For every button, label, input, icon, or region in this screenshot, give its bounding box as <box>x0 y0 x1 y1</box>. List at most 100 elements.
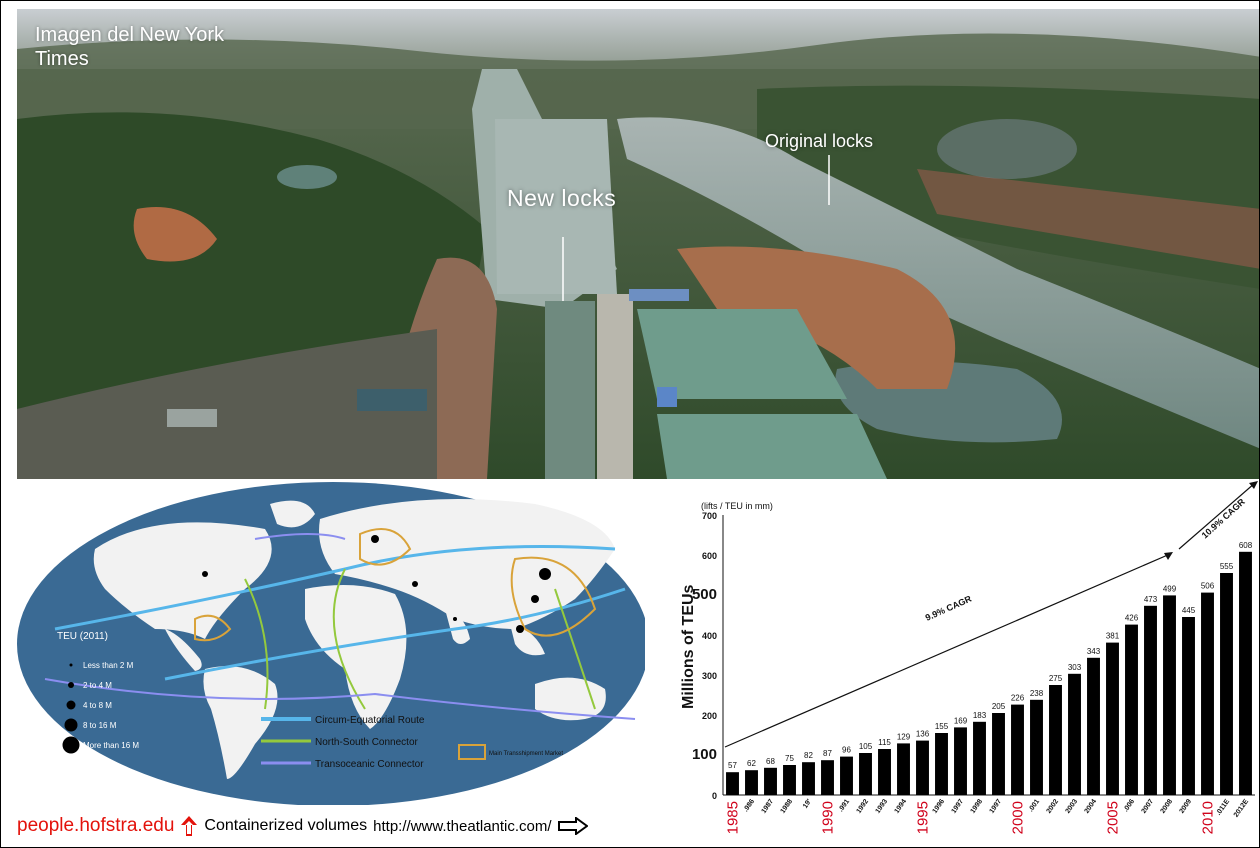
bar-value-label: 129 <box>897 732 911 741</box>
bar <box>802 762 815 795</box>
teu-class-label: 4 to 8 M <box>83 701 112 710</box>
bar <box>916 740 929 795</box>
x-tick-label: .991 <box>838 798 852 813</box>
trend-arrow-1 <box>724 553 1171 748</box>
x-tick-label: 2012E <box>1233 798 1251 819</box>
x-tick-label: 2010 <box>1200 801 1217 834</box>
bar <box>1201 592 1214 795</box>
right-arrow-icon <box>557 817 588 835</box>
original-locks-label: Original locks <box>765 131 874 151</box>
y-tick-label: 0 <box>712 791 717 801</box>
bar <box>1030 699 1043 795</box>
chart-y-axis-title: Millions of TEUs <box>680 584 697 709</box>
shipping-routes-map: TEU (2011) Less than 2 M 2 to 4 M 4 to 8… <box>15 479 649 806</box>
x-tick-label: 1990 <box>820 801 837 834</box>
map-legend-title: TEU (2011) <box>57 631 108 642</box>
bar-value-label: 115 <box>878 738 891 747</box>
bar-value-label: 608 <box>1239 541 1253 550</box>
footer-sources: people.hofstra.edu Containerized volumes… <box>17 809 717 843</box>
x-tick-label: .986 <box>743 798 757 813</box>
bar-value-label: 169 <box>954 716 968 725</box>
bar-value-label: 82 <box>804 751 813 760</box>
photo-credit: Imagen del New York Times <box>35 24 225 70</box>
bar-value-label: 226 <box>1011 694 1025 703</box>
bar <box>1239 551 1252 795</box>
teu-bar-chart: 57 62 68 75 82 87 96 105 115 129 136 155 169 183 205 22… <box>680 481 1258 835</box>
x-tick-label: 2003 <box>1064 798 1079 815</box>
bar <box>1087 657 1100 795</box>
y-tick-label: 500 <box>692 586 717 603</box>
bar-value-label: 87 <box>823 749 832 758</box>
x-tick-label: 1995 <box>915 801 932 834</box>
x-tick-label: 1998 <box>969 798 984 815</box>
bar-value-label: 62 <box>747 759 756 768</box>
bar <box>821 760 834 795</box>
source-atlantic-link[interactable]: http://www.theatlantic.com/ <box>373 817 552 835</box>
bar <box>1106 642 1119 795</box>
bar <box>726 772 739 795</box>
route-label: North-South Connector <box>315 737 419 748</box>
bar-value-label: 499 <box>1163 584 1177 593</box>
bar-value-label: 343 <box>1087 647 1101 656</box>
bar-value-label: 473 <box>1144 595 1158 604</box>
x-tick-label: 1988 <box>779 798 794 815</box>
bar <box>954 727 967 795</box>
source-hofstra-link[interactable]: people.hofstra.edu <box>17 815 175 836</box>
x-tick-label: 1997 <box>988 798 1003 815</box>
bar <box>878 749 891 795</box>
bar <box>1068 673 1081 795</box>
bar-value-label: 155 <box>935 722 949 731</box>
y-tick-label: 200 <box>702 711 717 721</box>
route-label: Circum-Equatorial Route <box>315 715 425 726</box>
chart-bars <box>726 551 1252 795</box>
containerized-volumes-text: Containerized volumes <box>204 817 368 834</box>
y-tick-label: 700 <box>702 511 717 521</box>
x-tick-label: 2002 <box>1045 798 1060 815</box>
trend-arrowhead-1 <box>1164 552 1173 560</box>
teu-volume-chart: 57 62 68 75 82 87 96 105 115 129 136 155 169 183 205 22… <box>673 479 1259 847</box>
x-tick-label: 2009 <box>1178 798 1193 815</box>
bar-value-label: 275 <box>1049 674 1063 683</box>
bar <box>897 743 910 795</box>
x-tick-label: 2000 <box>1010 801 1027 834</box>
trend-label-2: 10.9% CAGR <box>1200 496 1248 540</box>
chart-value-labels: 57 62 68 75 82 87 96 105 115 129 136 155 169 183 205 22… <box>728 541 1253 770</box>
bar <box>1182 617 1195 795</box>
x-tick-label: 1985 <box>725 801 742 834</box>
x-tick-label: 2007 <box>1140 798 1155 815</box>
bar-value-label: 205 <box>992 702 1006 711</box>
x-tick-label: 1996 <box>931 798 946 815</box>
up-arrow-icon <box>181 816 198 836</box>
y-tick-label: 600 <box>702 551 717 561</box>
bar-value-label: 506 <box>1201 582 1215 591</box>
bar <box>783 765 796 795</box>
bar-value-label: 381 <box>1106 632 1120 641</box>
bar-value-label: 445 <box>1182 606 1196 615</box>
chart-y-ticks: 0 100 200 300 400 500 600 700 <box>692 511 717 801</box>
bar <box>1125 624 1138 795</box>
bar-value-label: 426 <box>1125 614 1139 623</box>
chart-x-ticks: 1985.986 1987 1988 19' 1990.991 1992 1993 1994 1… <box>725 798 1251 835</box>
bar <box>764 767 777 795</box>
bar-value-label: 96 <box>842 746 851 755</box>
teu-class-label: 2 to 4 M <box>83 681 112 690</box>
x-tick-label: .011E <box>1215 798 1231 817</box>
y-tick-label: 400 <box>702 631 717 641</box>
bar <box>745 770 758 795</box>
x-tick-label: 2005 <box>1105 801 1122 834</box>
x-tick-label: 19' <box>802 798 813 810</box>
teu-class-label: Less than 2 M <box>83 661 134 670</box>
bar-value-label: 75 <box>785 754 794 763</box>
bar <box>1220 573 1233 795</box>
bar-value-label: 183 <box>973 711 987 720</box>
bar <box>1049 685 1062 795</box>
chart-unit-note: (lifts / TEU in mm) <box>701 501 773 511</box>
bar-value-label: 68 <box>766 757 775 766</box>
teu-class-label: 8 to 16 M <box>83 721 117 730</box>
aerial-photo: Imagen del New York Times New locks Orig… <box>17 9 1259 479</box>
bar-value-label: 555 <box>1220 562 1234 571</box>
x-tick-label: 1994 <box>893 798 908 815</box>
x-tick-label: .001 <box>1028 798 1042 813</box>
bar-value-label: 105 <box>859 742 873 751</box>
